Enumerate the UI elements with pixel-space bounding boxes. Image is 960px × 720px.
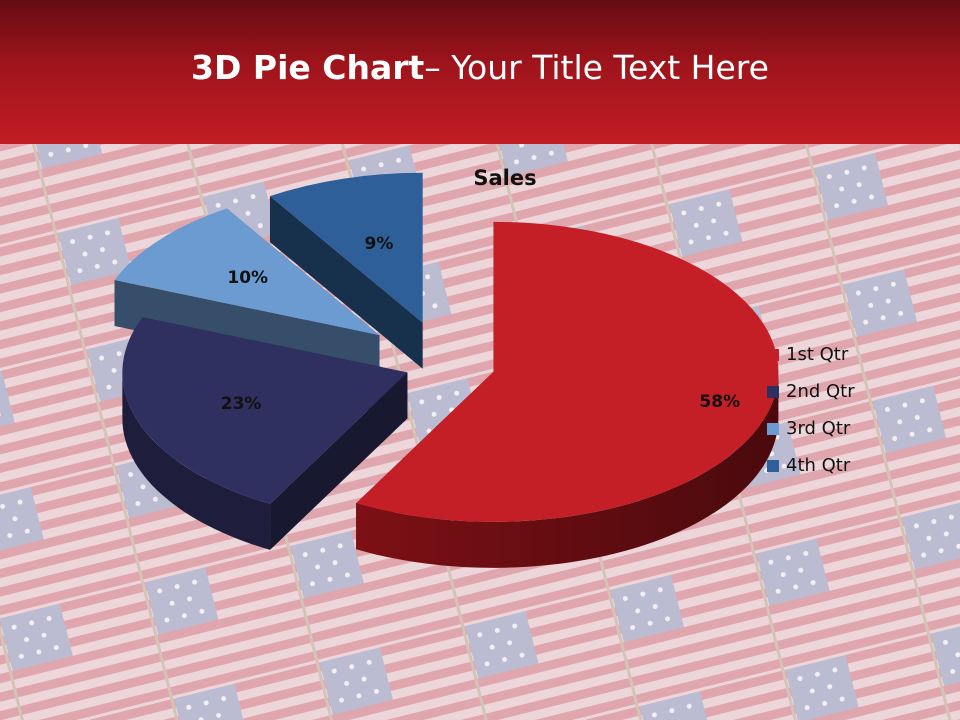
legend-item-3: 3rd Qtr: [767, 410, 855, 447]
legend-swatch: [767, 385, 779, 398]
legend-swatch: [767, 348, 779, 361]
chart-legend: 1st Qtr 2nd Qtr 3rd Qtr 4th Qtr: [767, 336, 855, 484]
data-label-4: 9%: [364, 233, 394, 254]
data-label-3: 10%: [227, 267, 269, 288]
legend-item-4: 4th Qtr: [767, 447, 855, 484]
pie-slice-2: [122, 317, 408, 550]
slide-title-rest: – Your Title Text Here: [424, 48, 769, 87]
pie-slice-top: [114, 208, 380, 336]
legend-label: 4th Qtr: [786, 455, 851, 476]
pie-slice-side: [122, 372, 271, 550]
legend-label: 3rd Qtr: [786, 418, 851, 439]
pie-slice-top: [122, 317, 408, 504]
pie-slice-wall: [269, 196, 423, 369]
pie-slice-1: [356, 221, 779, 568]
legend-label: 1st Qtr: [786, 344, 849, 365]
pie-slice-4: [269, 172, 423, 369]
slide-title: 3D Pie Chart– Your Title Text Here: [0, 48, 960, 87]
legend-label: 2nd Qtr: [786, 381, 855, 402]
data-label-2: 23%: [220, 393, 262, 414]
data-label-1: 58%: [699, 392, 741, 413]
pie-slice-top: [356, 221, 779, 522]
pie-slice-side: [356, 371, 779, 568]
legend-swatch: [767, 422, 779, 435]
pie-slice-top: [269, 172, 423, 323]
chart-title: Sales: [473, 166, 537, 190]
pie-slice-wall: [270, 372, 408, 550]
title-bar: [0, 0, 960, 144]
slide-title-bold: 3D Pie Chart: [191, 48, 425, 87]
legend-item-1: 1st Qtr: [767, 336, 855, 373]
legend-item-2: 2nd Qtr: [767, 373, 855, 410]
legend-swatch: [767, 459, 779, 472]
